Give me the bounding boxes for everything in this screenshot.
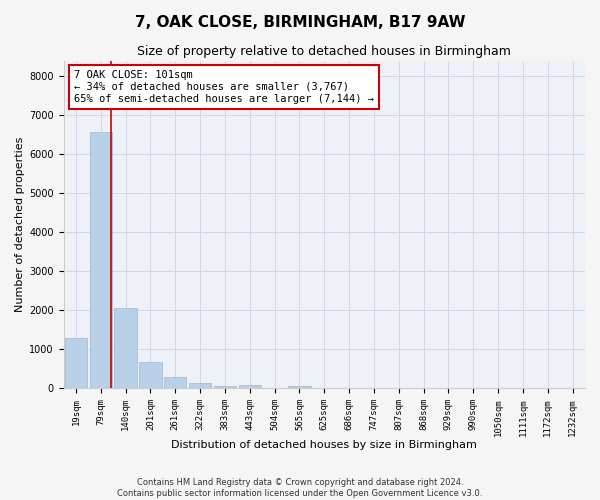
Text: 7 OAK CLOSE: 101sqm
← 34% of detached houses are smaller (3,767)
65% of semi-det: 7 OAK CLOSE: 101sqm ← 34% of detached ho… [74,70,374,104]
Bar [65,338,87,388]
Bar [239,385,261,388]
Bar [115,308,137,388]
Bar [164,377,187,388]
Title: Size of property relative to detached houses in Birmingham: Size of property relative to detached ho… [137,45,511,58]
Bar [214,386,236,388]
Bar [139,362,161,388]
Bar [189,383,211,388]
X-axis label: Distribution of detached houses by size in Birmingham: Distribution of detached houses by size … [172,440,477,450]
Text: Contains HM Land Registry data © Crown copyright and database right 2024.
Contai: Contains HM Land Registry data © Crown c… [118,478,482,498]
Y-axis label: Number of detached properties: Number of detached properties [15,137,25,312]
Text: 7, OAK CLOSE, BIRMINGHAM, B17 9AW: 7, OAK CLOSE, BIRMINGHAM, B17 9AW [135,15,465,30]
Bar [288,386,311,388]
Bar [89,132,112,388]
